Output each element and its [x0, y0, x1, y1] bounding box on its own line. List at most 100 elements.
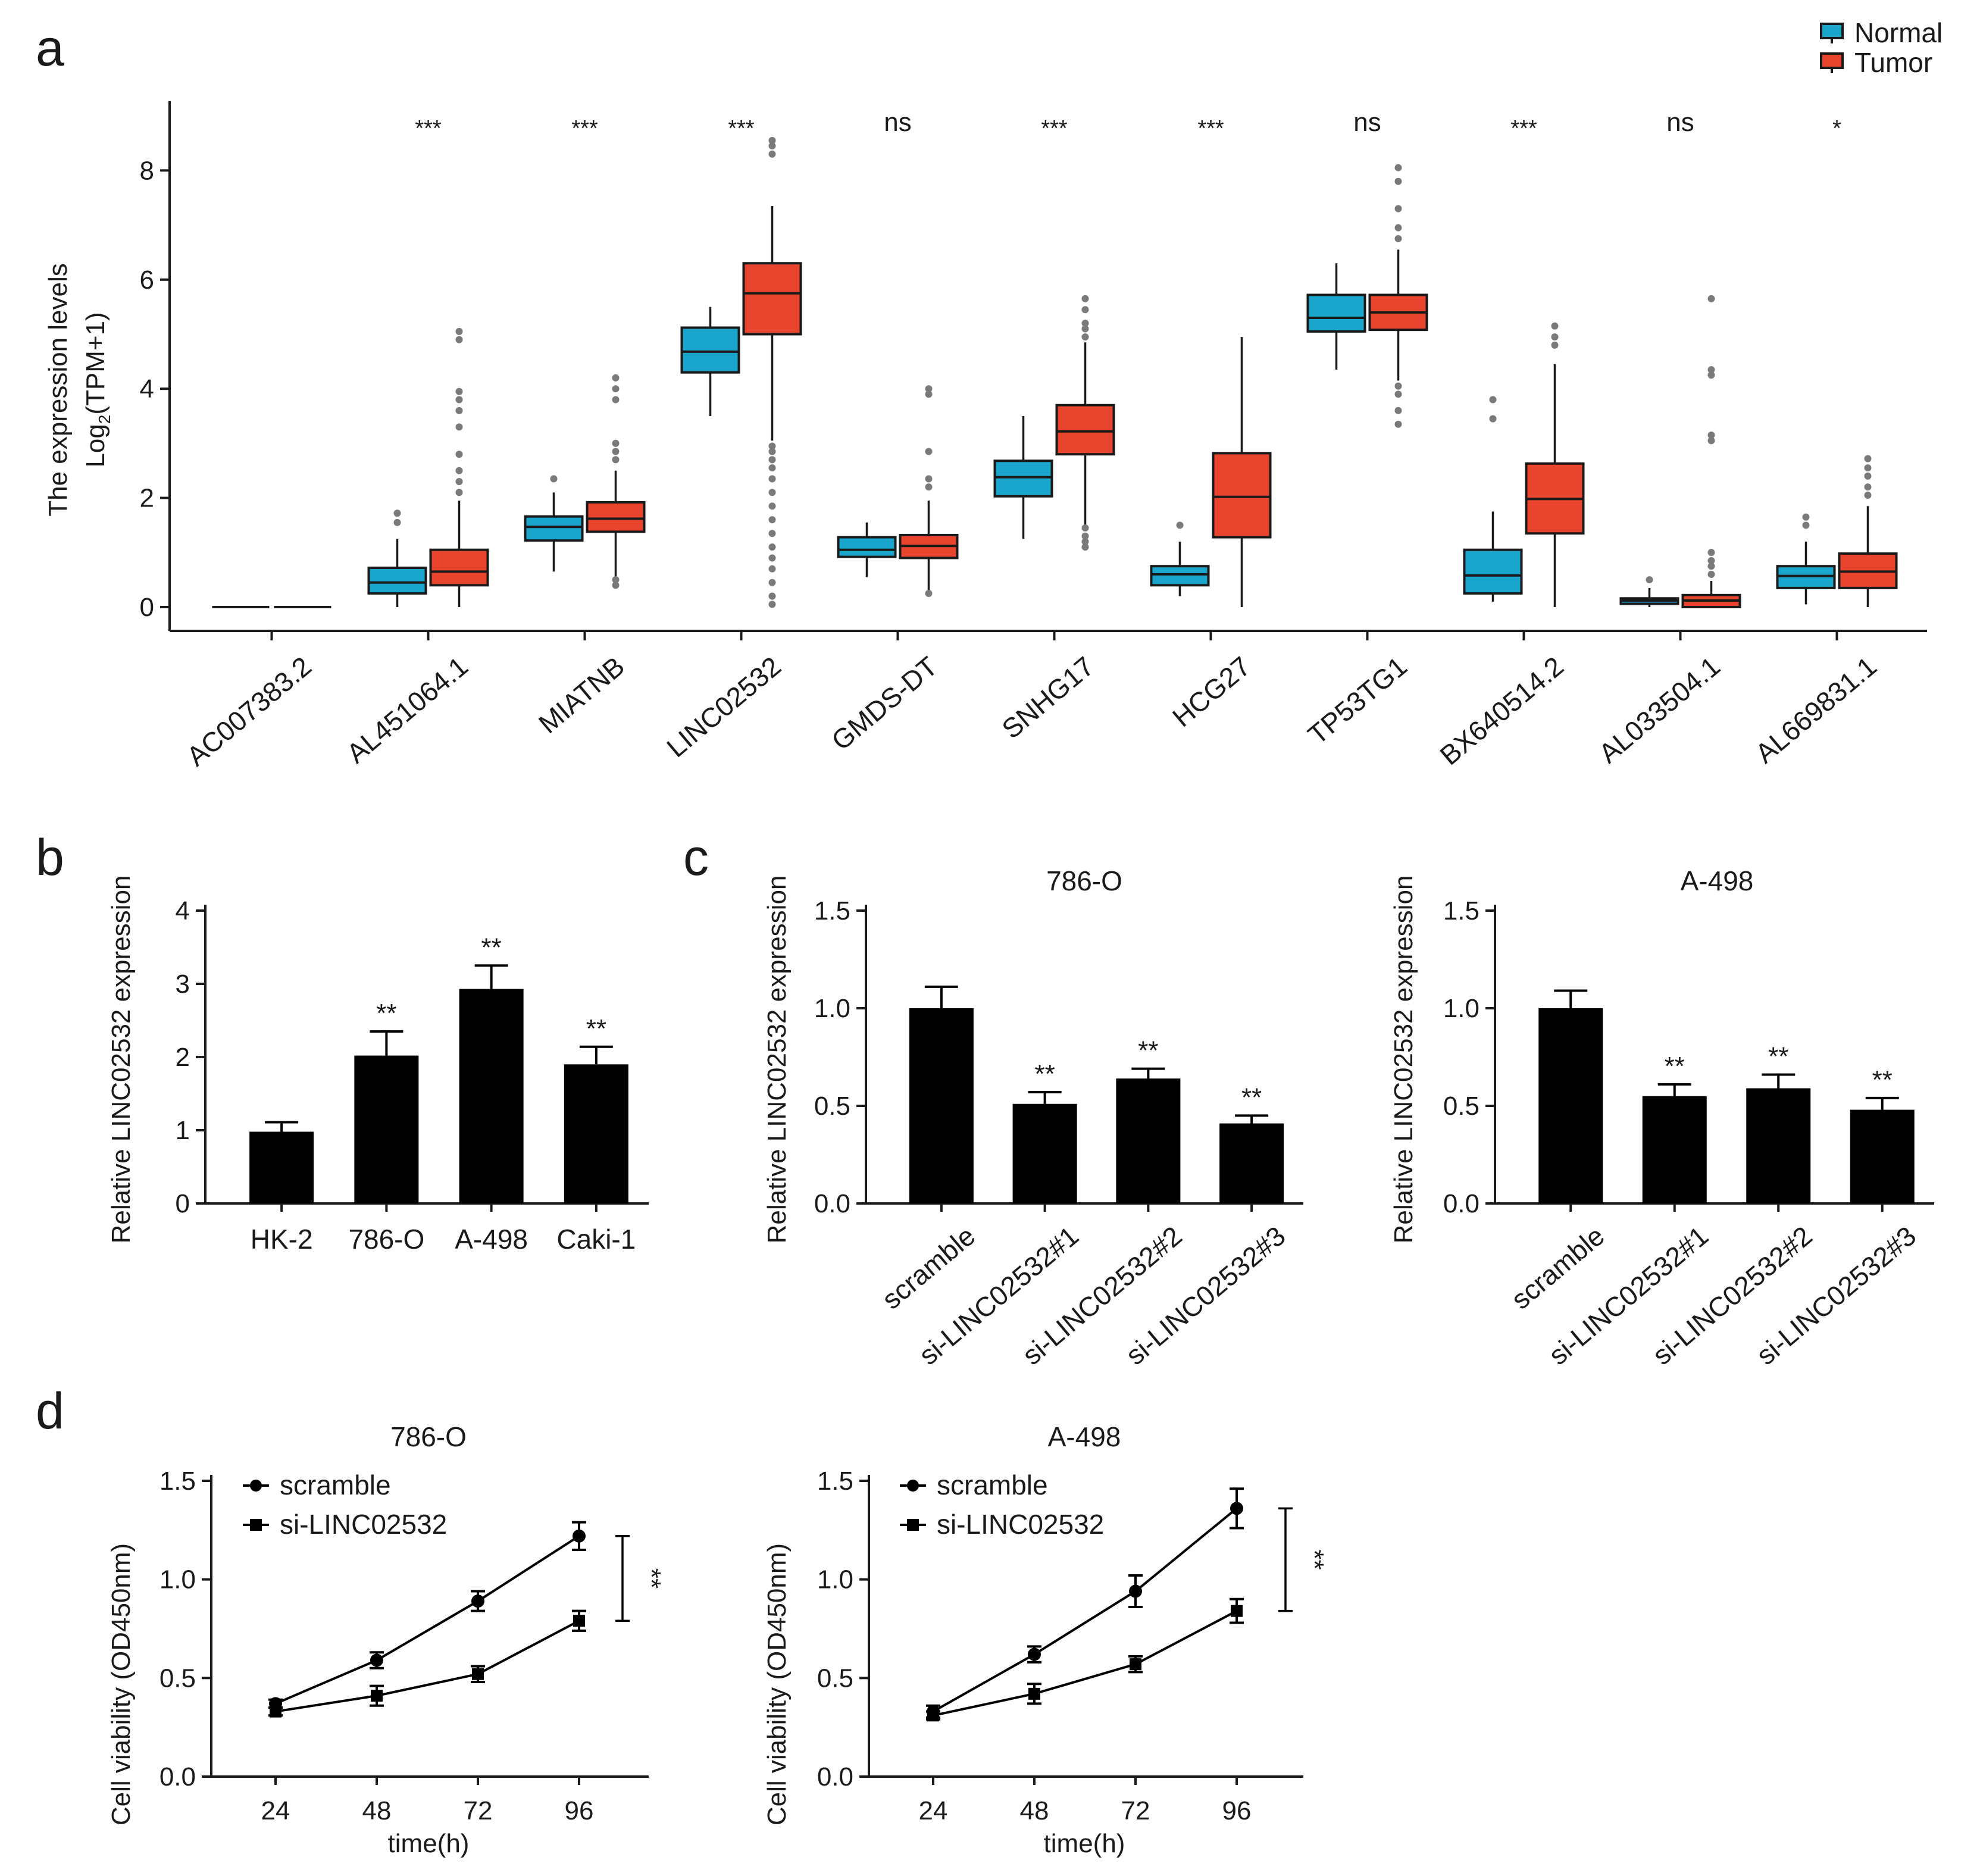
legend: Normal Tumor: [1820, 17, 1943, 78]
bar: [459, 989, 524, 1203]
tumor-outlier-point: [768, 592, 776, 600]
tumor-outlier-point: [455, 327, 463, 335]
tumor-outlier-point: [768, 601, 776, 608]
x-tick-label: 24: [261, 1796, 290, 1825]
x-tick-label: AL669831.1: [1749, 651, 1882, 769]
legend-scramble-marker: [250, 1480, 262, 1492]
y-tick-label: 0: [140, 593, 154, 622]
normal-box: [993, 459, 1053, 498]
bar: [249, 1131, 314, 1203]
x-axis-title: time(h): [1044, 1829, 1125, 1858]
legend-item-scramble: scramble: [900, 1469, 1048, 1500]
legend: scramble si-LINC02532: [900, 1469, 1104, 1540]
tumor-outlier-point: [1394, 177, 1402, 185]
series-si-LINC02532: [926, 1597, 1244, 1722]
x-tick-label: scramble: [1505, 1220, 1610, 1315]
tumor-outlier-point: [925, 483, 933, 491]
y-tick-label: 0.0: [817, 1762, 853, 1791]
tumor-outlier-point: [768, 456, 776, 464]
y-tick-label: 6: [140, 265, 154, 295]
series-scramble: [268, 1521, 586, 1711]
data-point: [371, 1690, 383, 1702]
y-tick-label: 8: [140, 156, 154, 185]
bar-group-scramble: [1538, 989, 1603, 1203]
tumor-outlier-point: [1707, 295, 1715, 302]
x-tick-label: 96: [1222, 1796, 1252, 1825]
normal-outlier-point: [1802, 521, 1810, 529]
bar: [354, 1055, 419, 1203]
tumor-outlier-point: [768, 448, 776, 455]
normal-box-LINC02532: [680, 307, 740, 417]
y-tick-label: 1.0: [1443, 994, 1479, 1023]
tumor-outlier-point: [1864, 464, 1872, 472]
x-tick-label: HK-2: [251, 1224, 313, 1255]
tumor-outlier-point: [1707, 371, 1715, 379]
legend-item-normal: Normal: [1820, 17, 1943, 48]
tumor-box-TP53TG1: [1368, 164, 1428, 428]
y-tick-label: 0.5: [159, 1664, 196, 1693]
significance-label: **: [1035, 1059, 1055, 1089]
tumor-outlier-point: [1394, 224, 1402, 232]
normal-box-BX640514.2: [1463, 396, 1523, 602]
tumor-outlier-point: [1864, 492, 1872, 499]
y-tick-label: 1.0: [814, 994, 850, 1023]
bar: [1538, 1008, 1603, 1203]
y-tick-label: 1.0: [159, 1565, 196, 1594]
chart-title: 786-O: [1046, 865, 1122, 896]
normal-box-SNHG17: [993, 416, 1053, 539]
legend-scramble-marker: [907, 1480, 919, 1492]
bar: [1219, 1123, 1284, 1203]
y-axis: 0 1 2 3 4: [176, 896, 207, 1218]
legend-si-marker: [907, 1519, 919, 1531]
data-point: [1231, 1605, 1243, 1617]
significance-label: **: [637, 1568, 666, 1589]
panel-d-786o-line-chart: 786-O Cell viability (OD450nm) time(h) s…: [107, 1421, 666, 1858]
panel-letter-a: a: [36, 20, 64, 77]
y-axis-title-line2: Log2(TPM+1): [81, 312, 114, 467]
x-tick-label: 48: [1020, 1796, 1049, 1825]
series-line: [275, 1619, 580, 1713]
tumor-box-AL033504.1: [1681, 295, 1741, 608]
x-axis: HK-2 786-O A-498 Caki-1: [205, 1202, 649, 1255]
legend-tumor-label: Tumor: [1854, 47, 1932, 78]
bar-group-scramble: [909, 985, 974, 1203]
significance-label: **: [1241, 1083, 1262, 1112]
tumor-outlier-point: [455, 387, 463, 395]
series-si-LINC02532: [268, 1609, 586, 1718]
tumor-outlier-point: [612, 374, 620, 382]
bar: [1116, 1078, 1181, 1203]
tumor-outlier-point: [612, 576, 620, 584]
y-tick-label: 0.0: [1443, 1189, 1479, 1218]
tumor-outlier-point: [1707, 366, 1715, 374]
y-axis: 0.0 0.5 1.0 1.5: [817, 1467, 870, 1791]
x-tick-label: MIATNB: [533, 651, 630, 739]
y-tick-label: 1.5: [817, 1467, 853, 1496]
significance-labels: *** *** *** ns *** *** ns *** ns *: [415, 108, 1841, 141]
x-tick-label: 72: [1121, 1796, 1150, 1825]
x-tick-label: AL451064.1: [340, 651, 474, 769]
tumor-outlier-point: [1394, 407, 1402, 414]
legend-normal-label: Normal: [1854, 17, 1943, 48]
tumor-outlier-point: [612, 396, 620, 404]
x-tick-label: 786-O: [348, 1224, 424, 1255]
normal-box-GMDS-DT: [837, 522, 897, 577]
x-axis-title: time(h): [388, 1829, 470, 1858]
tumor-outlier-point: [768, 565, 776, 573]
y-axis-title-sub: 2: [95, 415, 114, 424]
tumor-outlier-point: [1707, 549, 1715, 556]
tumor-box: [1212, 452, 1272, 539]
tumor-outlier-point: [768, 142, 776, 150]
tumor-outlier-point: [925, 590, 933, 598]
tumor-outlier-point: [455, 336, 463, 343]
x-axis: AC007383.2 AL451064.1 MIATNB LINC02532 GMDS-…: [170, 630, 1927, 772]
tumor-outlier-point: [768, 136, 776, 144]
x-tick-label: 48: [362, 1796, 392, 1825]
significance-label: **: [481, 933, 502, 962]
tumor-outlier-point: [612, 581, 620, 589]
normal-outlier-point: [550, 475, 558, 483]
tumor-outlier-point: [455, 478, 463, 486]
data-point: [573, 1529, 586, 1543]
normal-box-TP53TG1: [1306, 263, 1366, 370]
normal-outlier-point: [393, 518, 401, 526]
